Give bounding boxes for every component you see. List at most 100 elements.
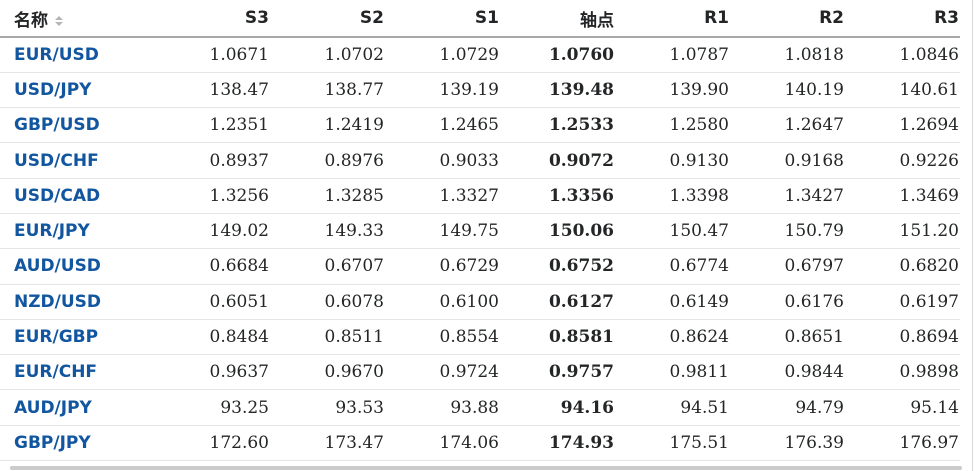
r1-value: 0.9811 [615, 354, 730, 391]
r1-value: 139.90 [615, 72, 730, 109]
r1-value: 1.0787 [615, 37, 730, 73]
column-header-r2: R2 [730, 0, 845, 38]
table-row: USD/CAD 1.3256 1.3285 1.3327 1.3356 1.33… [0, 178, 960, 214]
s1-value: 93.88 [385, 389, 500, 426]
s2-value: 173.47 [270, 425, 385, 462]
r1-value: 0.8624 [615, 319, 730, 356]
pair-link[interactable]: USD/CAD [14, 185, 101, 206]
table-row: EUR/CHF 0.9637 0.9670 0.9724 0.9757 0.98… [0, 354, 960, 391]
r1-value: 1.3398 [615, 178, 730, 214]
pair-link[interactable]: GBP/USD [14, 115, 100, 136]
pair-link[interactable]: EUR/JPY [14, 221, 90, 242]
s1-value: 1.3327 [385, 178, 500, 214]
s3-value: 0.8937 [155, 142, 270, 179]
column-header-name[interactable]: 名称 [0, 0, 155, 38]
pivot-value: 0.9757 [500, 354, 615, 391]
column-header-s2: S2 [270, 0, 385, 38]
r2-value: 1.3427 [730, 178, 845, 214]
s3-value: 172.60 [155, 425, 270, 462]
pivot-value: 1.3356 [500, 178, 615, 214]
s3-value: 0.8484 [155, 319, 270, 356]
pivot-value: 1.0760 [500, 37, 615, 73]
s2-value: 0.6707 [270, 248, 385, 285]
pair-link[interactable]: AUD/JPY [14, 397, 92, 418]
r2-value: 0.8651 [730, 319, 845, 356]
r1-value: 0.9130 [615, 142, 730, 179]
s3-value: 1.0671 [155, 37, 270, 73]
column-header-s1: S1 [385, 0, 500, 38]
s2-value: 0.8511 [270, 319, 385, 356]
s3-value: 1.3256 [155, 178, 270, 214]
r2-value: 0.6797 [730, 248, 845, 285]
pivot-value: 0.8581 [500, 319, 615, 356]
pair-link[interactable]: GBP/JPY [14, 432, 91, 453]
s2-value: 0.6078 [270, 284, 385, 320]
s2-value: 0.8976 [270, 142, 385, 179]
pivot-value: 0.6752 [500, 248, 615, 285]
pivot-value: 139.48 [500, 72, 615, 109]
table-row: AUD/USD 0.6684 0.6707 0.6729 0.6752 0.67… [0, 248, 960, 285]
s1-value: 0.6100 [385, 284, 500, 320]
r2-value: 176.39 [730, 425, 845, 462]
s1-value: 139.19 [385, 72, 500, 109]
r2-value: 0.6176 [730, 284, 845, 320]
r2-value: 94.79 [730, 389, 845, 426]
table-row: USD/CHF 0.8937 0.8976 0.9033 0.9072 0.91… [0, 142, 960, 179]
s3-value: 149.02 [155, 213, 270, 250]
table-row: NZD/USD 0.6051 0.6078 0.6100 0.6127 0.61… [0, 284, 960, 320]
pivot-value: 150.06 [500, 213, 615, 250]
column-header-r1: R1 [615, 0, 730, 38]
pair-link[interactable]: EUR/CHF [14, 362, 98, 383]
s1-value: 1.2465 [385, 107, 500, 144]
s2-value: 149.33 [270, 213, 385, 250]
pair-link[interactable]: EUR/USD [14, 44, 99, 65]
table-header-row: 名称 S3 S2 S1 轴点 R1 R2 R3 [0, 0, 960, 38]
r2-value: 1.0818 [730, 37, 845, 73]
r3-value: 95.14 [845, 389, 960, 426]
column-header-name-label: 名称 [14, 10, 48, 31]
r2-value: 140.19 [730, 72, 845, 109]
s2-value: 93.53 [270, 389, 385, 426]
s3-value: 93.25 [155, 389, 270, 426]
s2-value: 1.3285 [270, 178, 385, 214]
r1-value: 0.6774 [615, 248, 730, 285]
pivot-value: 94.16 [500, 389, 615, 426]
s1-value: 0.8554 [385, 319, 500, 356]
s3-value: 0.9637 [155, 354, 270, 391]
s1-value: 0.9033 [385, 142, 500, 179]
table-body: EUR/USD 1.0671 1.0702 1.0729 1.0760 1.07… [0, 37, 960, 462]
pivot-value: 1.2533 [500, 107, 615, 144]
column-header-pivot: 轴点 [500, 0, 615, 38]
r3-value: 1.3469 [845, 178, 960, 214]
table-row: EUR/JPY 149.02 149.33 149.75 150.06 150.… [0, 213, 960, 250]
pivot-value: 0.6127 [500, 284, 615, 320]
pair-link[interactable]: EUR/GBP [14, 327, 99, 348]
column-header-r3: R3 [845, 0, 960, 38]
r3-value: 176.97 [845, 425, 960, 462]
pair-link[interactable]: USD/JPY [14, 79, 92, 100]
table-row: GBP/USD 1.2351 1.2419 1.2465 1.2533 1.25… [0, 107, 960, 144]
s1-value: 174.06 [385, 425, 500, 462]
table-row: USD/JPY 138.47 138.77 139.19 139.48 139.… [0, 72, 960, 109]
r1-value: 94.51 [615, 389, 730, 426]
r3-value: 151.20 [845, 213, 960, 250]
column-header-s3: S3 [155, 0, 270, 38]
pair-link[interactable]: AUD/USD [14, 256, 101, 277]
s3-value: 0.6051 [155, 284, 270, 320]
r1-value: 0.6149 [615, 284, 730, 320]
table-row: EUR/GBP 0.8484 0.8511 0.8554 0.8581 0.86… [0, 319, 960, 356]
s3-value: 0.6684 [155, 248, 270, 285]
r3-value: 1.2694 [845, 107, 960, 144]
r2-value: 0.9844 [730, 354, 845, 391]
sort-arrows-icon[interactable] [55, 15, 63, 26]
pair-link[interactable]: NZD/USD [14, 291, 102, 312]
horizontal-scrollbar[interactable] [10, 466, 962, 470]
s2-value: 1.0702 [270, 37, 385, 73]
r3-value: 140.61 [845, 72, 960, 109]
s1-value: 149.75 [385, 213, 500, 250]
pair-link[interactable]: USD/CHF [14, 150, 99, 171]
r3-value: 0.8694 [845, 319, 960, 356]
pivot-value: 0.9072 [500, 142, 615, 179]
s2-value: 0.9670 [270, 354, 385, 391]
